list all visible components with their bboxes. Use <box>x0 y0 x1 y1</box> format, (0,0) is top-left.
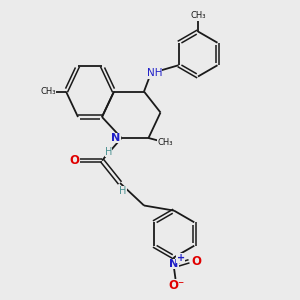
Text: H: H <box>119 186 127 197</box>
Text: N: N <box>112 133 121 143</box>
Text: NH: NH <box>147 68 162 79</box>
Text: O: O <box>191 255 201 268</box>
Text: +: + <box>176 253 185 263</box>
Text: O⁻: O⁻ <box>168 279 184 292</box>
Text: H: H <box>105 147 112 157</box>
Text: N: N <box>169 259 178 269</box>
Text: O: O <box>69 154 79 167</box>
Text: CH₃: CH₃ <box>157 138 173 147</box>
Text: CH₃: CH₃ <box>41 87 56 96</box>
Text: CH₃: CH₃ <box>191 11 206 20</box>
